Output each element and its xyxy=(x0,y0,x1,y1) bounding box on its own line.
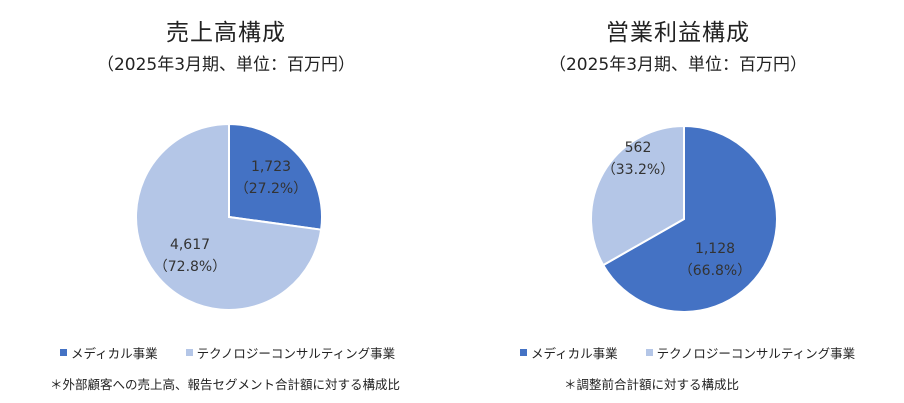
data-label-value: 1,723 xyxy=(251,159,291,175)
pie-slice-medical xyxy=(601,124,778,313)
legend-label: テクノロジーコンサルティング事業 xyxy=(656,346,856,361)
chart-title: 営業利益構成 xyxy=(606,20,750,46)
legend-swatch-tech xyxy=(185,349,193,356)
data-label-value: 562 xyxy=(625,140,652,156)
legend-label: テクノロジーコンサルティング事業 xyxy=(196,346,396,361)
pie-slice-tech xyxy=(135,122,323,311)
pie-slice-medical xyxy=(228,122,323,231)
legend: メディカル事業 テクノロジーコンサルティング事業 xyxy=(60,343,395,362)
legend-item-tech: テクノロジーコンサルティング事業 xyxy=(185,343,396,362)
data-label-percent: （33.2%） xyxy=(602,162,674,178)
data-label-value: 1,128 xyxy=(695,241,735,257)
footnote: ＊外部顧客への売上高、報告セグメント合計額に対する構成比 xyxy=(50,377,401,392)
data-label-percent: （66.8%） xyxy=(679,263,751,279)
data-label-percent: （27.2%） xyxy=(235,181,307,197)
legend: メディカル事業 テクノロジーコンサルティング事業 xyxy=(520,343,855,362)
data-label-percent: （72.8%） xyxy=(154,259,226,275)
chart-subtitle: （2025年3月期、単位：百万円） xyxy=(548,55,808,75)
legend-item-tech: テクノロジーコンサルティング事業 xyxy=(645,343,856,362)
operating-profit-pie-chart: 1,128 （66.8%） 562 （33.2%） xyxy=(590,124,778,313)
sales-pie-chart: 1,723 （27.2%） 4,617 （72.8%） xyxy=(135,122,323,311)
operating-profit-composition-panel: 営業利益構成 （2025年3月期、単位：百万円） 1,128 （66.8%） 562… xyxy=(452,0,904,403)
legend-item-medical: メディカル事業 xyxy=(60,343,158,362)
legend-label: メディカル事業 xyxy=(531,346,618,361)
legend-item-medical: メディカル事業 xyxy=(520,343,618,362)
data-label-value: 4,617 xyxy=(170,237,210,253)
legend-label: メディカル事業 xyxy=(71,346,158,361)
sales-composition-panel: 売上高構成 （2025年3月期、単位：百万円） 1,723 （27.2%） 4,61… xyxy=(50,20,401,392)
pie-slice-tech xyxy=(590,124,685,267)
legend-swatch-medical xyxy=(60,349,67,356)
legend-swatch-tech xyxy=(645,349,653,356)
footnote: ＊調整前合計額に対する構成比 xyxy=(564,377,740,392)
chart-title: 売上高構成 xyxy=(166,20,286,46)
chart-subtitle: （2025年3月期、単位：百万円） xyxy=(96,55,356,75)
legend-swatch-medical xyxy=(520,349,527,356)
